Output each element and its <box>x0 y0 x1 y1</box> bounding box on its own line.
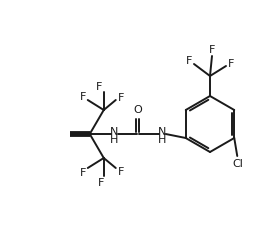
Text: Cl: Cl <box>233 159 244 169</box>
Text: H: H <box>158 135 166 145</box>
Text: F: F <box>98 178 104 188</box>
Text: F: F <box>80 92 86 102</box>
Text: F: F <box>80 168 86 178</box>
Text: H: H <box>110 135 118 145</box>
Text: N: N <box>110 127 118 137</box>
Text: F: F <box>209 45 215 55</box>
Text: F: F <box>96 82 102 92</box>
Text: F: F <box>186 56 192 66</box>
Text: N: N <box>158 127 166 137</box>
Text: F: F <box>117 93 124 103</box>
Text: F: F <box>228 59 234 69</box>
Text: O: O <box>133 105 142 115</box>
Text: F: F <box>117 167 124 177</box>
